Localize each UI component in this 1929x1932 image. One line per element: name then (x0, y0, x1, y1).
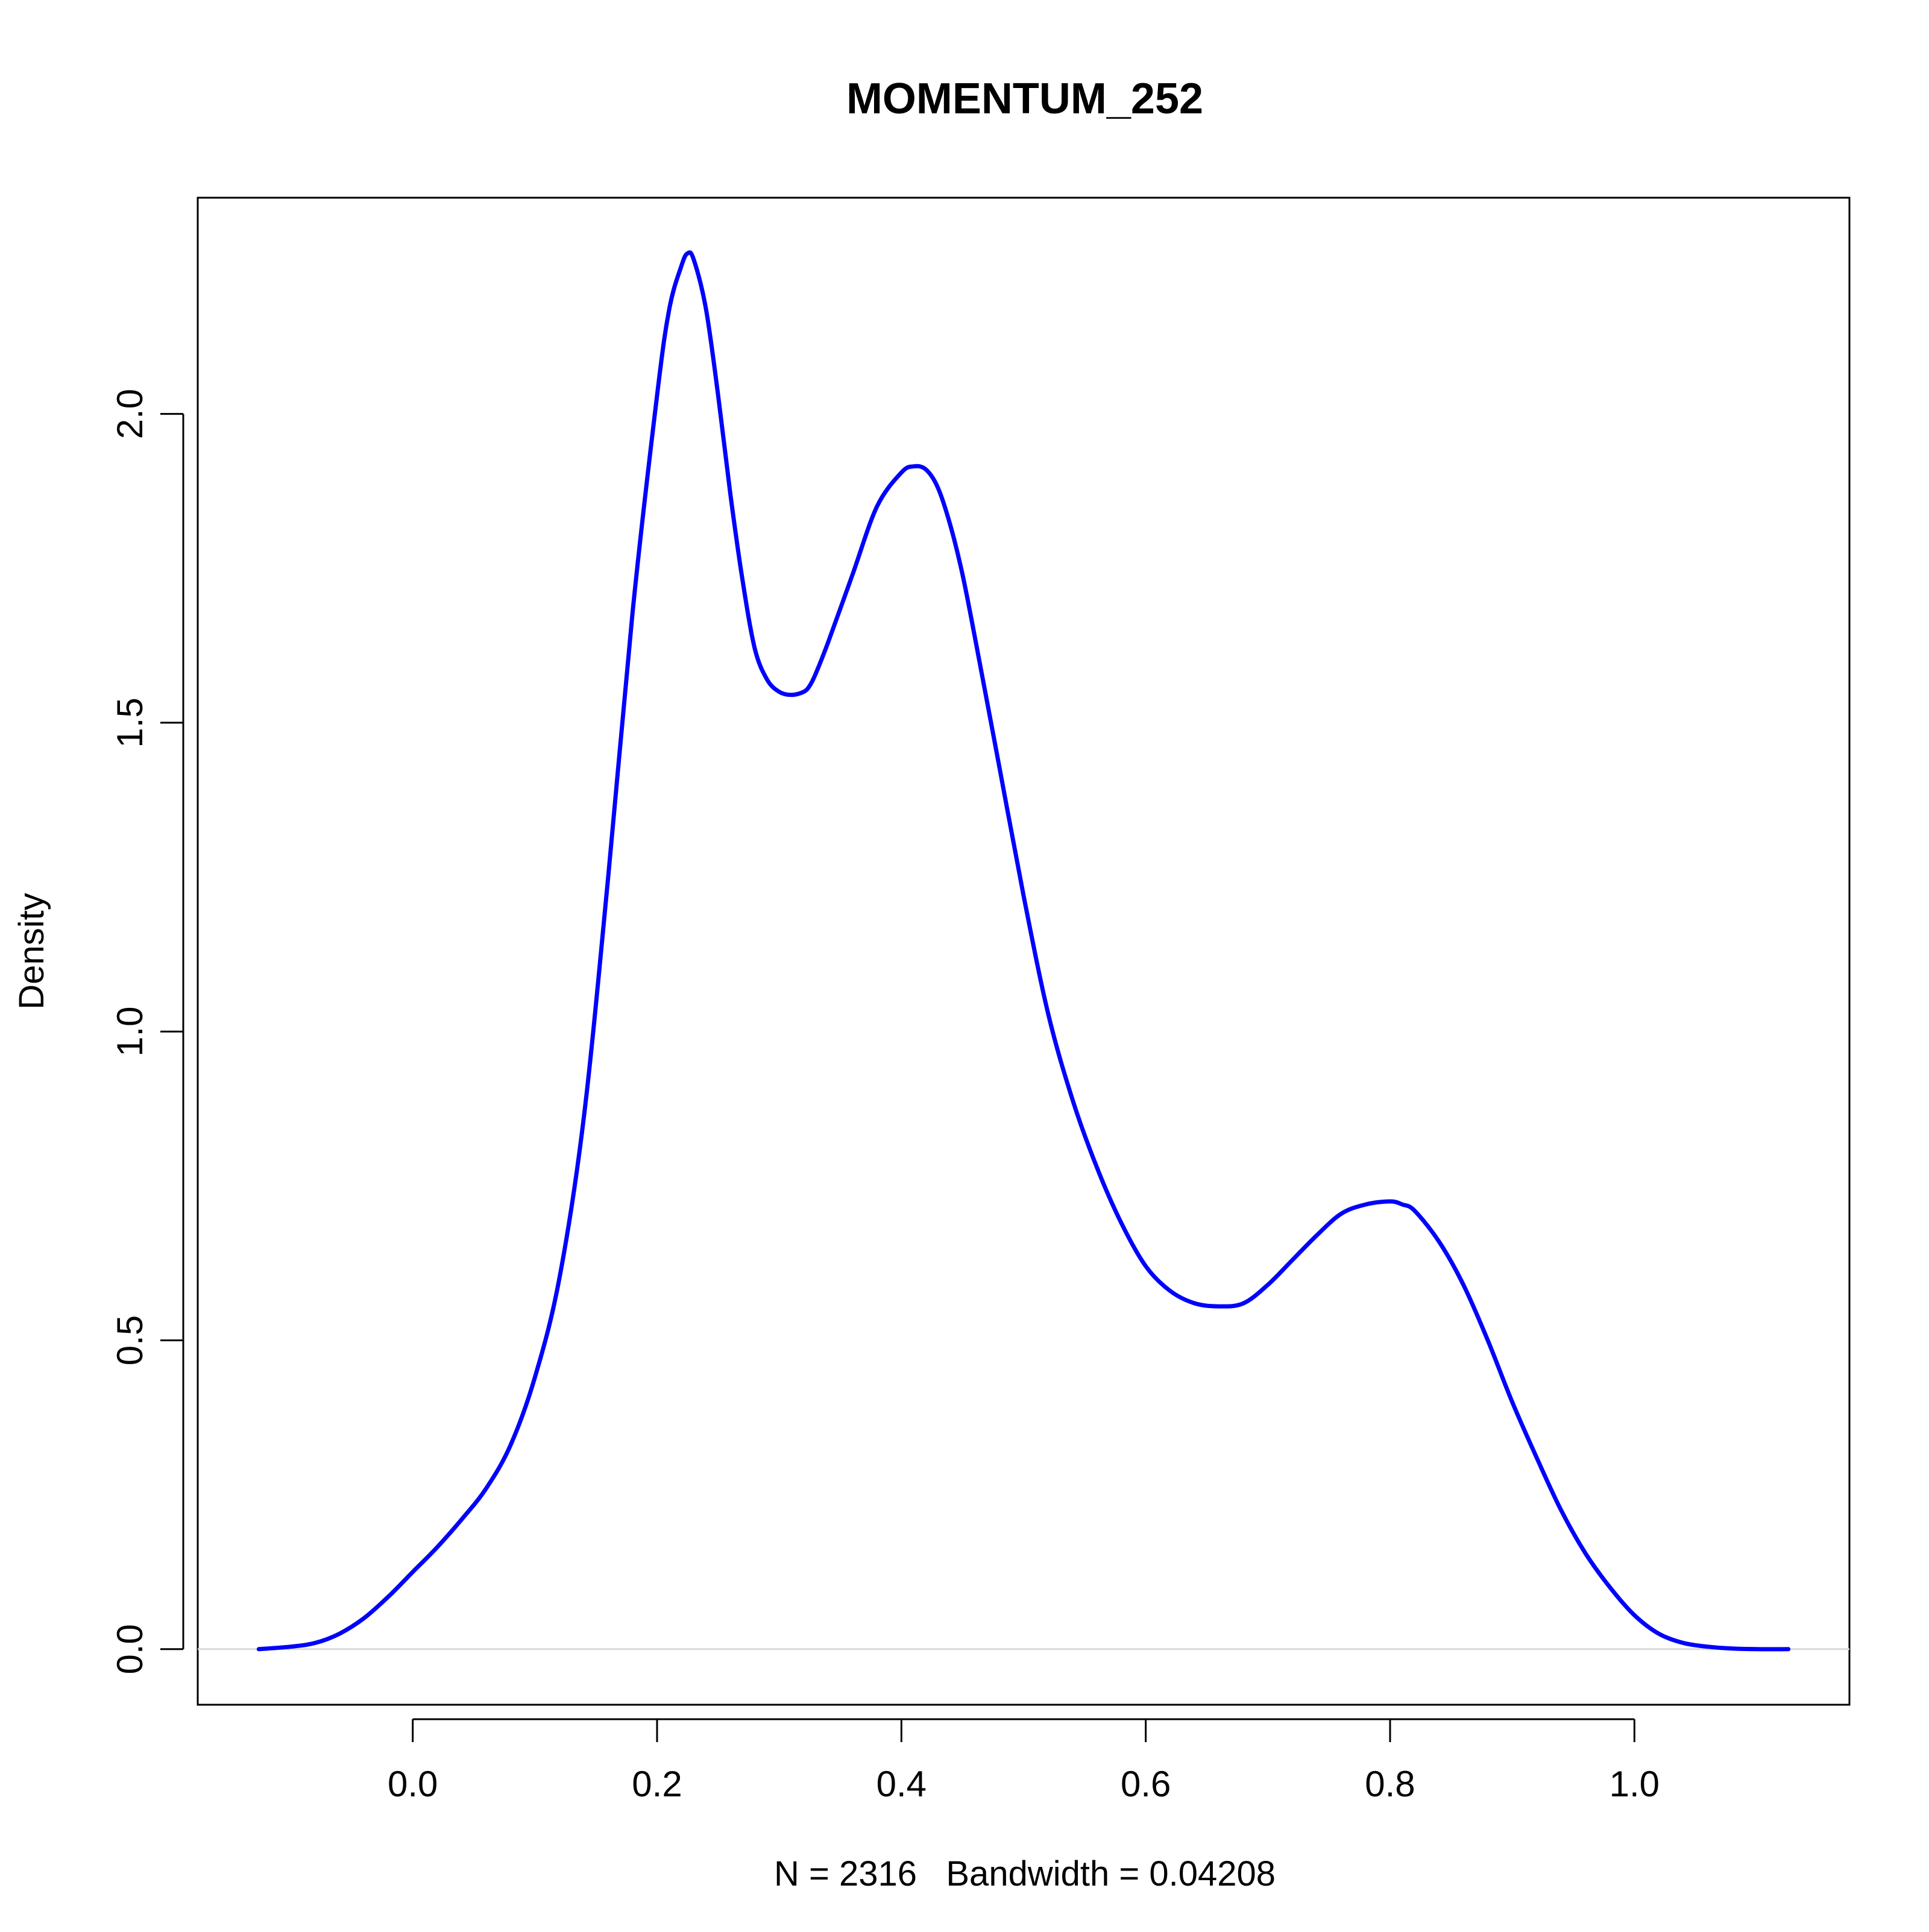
x-axis-label: N = 2316 Bandwidth = 0.04208 (774, 1854, 1276, 1893)
y-tick-label: 2.0 (110, 389, 150, 439)
plot-frame (197, 197, 1851, 1706)
x-tick-label: 0.4 (876, 1764, 927, 1804)
y-axis: 0.0 0.5 1.0 1.5 2.0 (110, 389, 184, 1674)
x-tick-label: 0.0 (388, 1764, 438, 1804)
x-tick-label: 0.2 (632, 1764, 682, 1804)
x-tick-label: 1.0 (1610, 1764, 1660, 1804)
x-tick-label: 0.8 (1365, 1764, 1415, 1804)
series-layer (256, 250, 1791, 1652)
y-tick-label: 1.0 (110, 1006, 150, 1056)
chart-title: MOMENTUM_252 (846, 75, 1203, 123)
x-tick-label: 0.6 (1121, 1764, 1171, 1804)
y-axis-label: Density (12, 893, 51, 1009)
density-curve (256, 250, 1791, 1652)
y-tick-label: 1.5 (110, 697, 150, 747)
y-tick-label: 0.0 (110, 1624, 150, 1674)
y-tick-label: 0.5 (110, 1315, 150, 1365)
x-axis: 0.0 0.2 0.4 0.6 0.8 1.0 (388, 1718, 1660, 1804)
